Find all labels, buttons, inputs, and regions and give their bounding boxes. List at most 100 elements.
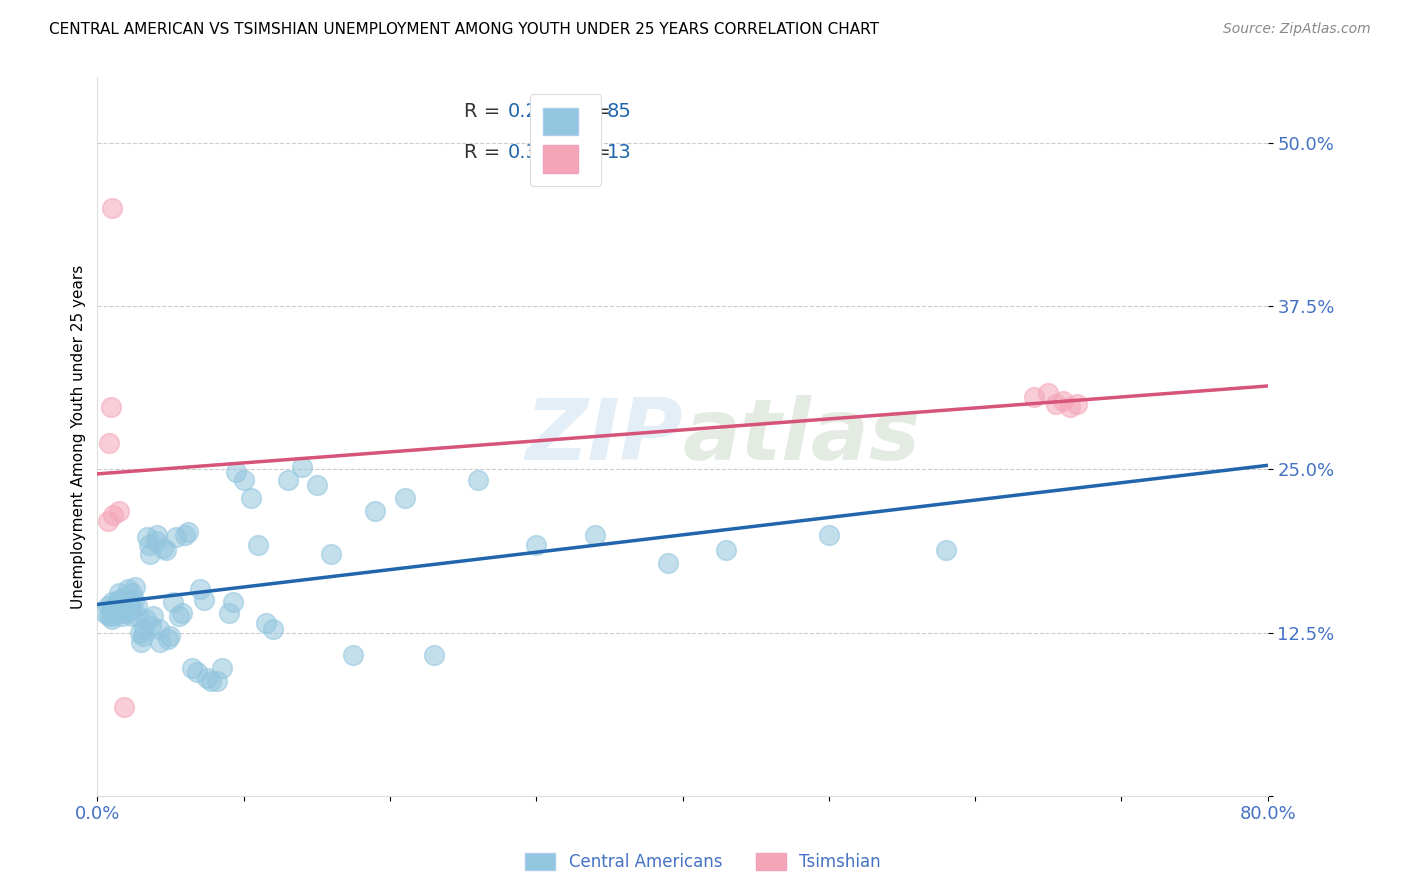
Text: 13: 13: [606, 144, 631, 162]
Point: [145, 534, 167, 549]
Point: [193, 592, 215, 607]
Y-axis label: Unemployment Among Youth under 25 years: Unemployment Among Youth under 25 years: [72, 264, 86, 608]
Point: [149, 634, 172, 648]
Point: [152, 541, 174, 555]
Text: atlas: atlas: [682, 395, 921, 478]
Point: [181, 661, 204, 675]
Point: [122, 592, 145, 607]
Point: [100, 603, 122, 617]
Point: [125, 599, 148, 614]
Point: [107, 592, 129, 607]
Point: [247, 538, 270, 552]
Point: [1066, 397, 1088, 411]
Point: [146, 527, 169, 541]
Point: [93, 606, 115, 620]
Point: [195, 671, 218, 685]
Point: [136, 530, 159, 544]
Point: [817, 527, 839, 541]
Point: [156, 632, 179, 646]
Point: [103, 608, 125, 623]
Point: [118, 603, 141, 617]
Text: N =: N =: [561, 103, 617, 121]
Point: [101, 595, 124, 609]
Point: [97, 599, 120, 614]
Point: [101, 602, 124, 616]
Point: [139, 547, 162, 561]
Point: [232, 473, 254, 487]
Point: [467, 473, 489, 487]
Point: [105, 606, 128, 620]
Point: [177, 524, 200, 539]
Point: [103, 508, 125, 522]
Text: N =: N =: [561, 144, 617, 162]
Point: [108, 586, 131, 600]
Point: [225, 465, 247, 479]
Point: [97, 515, 120, 529]
Point: [188, 582, 211, 597]
Point: [239, 491, 262, 505]
Text: R =: R =: [464, 144, 506, 162]
Point: [394, 491, 416, 505]
Point: [218, 606, 240, 620]
Point: [101, 612, 124, 626]
Point: [121, 608, 143, 623]
Point: [162, 595, 184, 609]
Point: [276, 473, 298, 487]
Point: [305, 478, 328, 492]
Point: [141, 619, 163, 633]
Point: [108, 595, 131, 609]
Point: [1059, 400, 1081, 414]
Text: 0.265: 0.265: [508, 103, 564, 121]
Legend: Central Americans, Tsimshian: Central Americans, Tsimshian: [517, 845, 889, 880]
Point: [138, 538, 160, 552]
Point: [1045, 397, 1067, 411]
Point: [583, 527, 606, 541]
Text: ZIP: ZIP: [524, 395, 682, 478]
Point: [342, 648, 364, 662]
Point: [657, 556, 679, 570]
Point: [186, 665, 208, 679]
Point: [262, 622, 284, 636]
Point: [131, 629, 153, 643]
Point: [1038, 386, 1060, 401]
Point: [114, 606, 136, 620]
Point: [211, 661, 233, 675]
Point: [118, 595, 141, 609]
Point: [200, 673, 222, 688]
Point: [159, 629, 181, 643]
Point: [148, 622, 170, 636]
Point: [1022, 391, 1045, 405]
Point: [111, 608, 134, 623]
Text: 0.310: 0.310: [508, 144, 564, 162]
Point: [112, 591, 135, 605]
Point: [120, 599, 142, 614]
Point: [142, 608, 165, 623]
Text: CENTRAL AMERICAN VS TSIMSHIAN UNEMPLOYMENT AMONG YOUTH UNDER 25 YEARS CORRELATIO: CENTRAL AMERICAN VS TSIMSHIAN UNEMPLOYME…: [49, 22, 879, 37]
Point: [101, 201, 124, 215]
Point: [108, 504, 131, 518]
Point: [112, 599, 135, 614]
Point: [115, 599, 138, 614]
Point: [254, 616, 277, 631]
Point: [172, 606, 194, 620]
Point: [169, 608, 191, 623]
Point: [129, 634, 152, 648]
Point: [321, 547, 343, 561]
Point: [222, 595, 245, 609]
Point: [207, 673, 229, 688]
Point: [124, 580, 146, 594]
Point: [716, 543, 738, 558]
Point: [364, 504, 387, 518]
Legend: , : ,: [530, 95, 602, 186]
Point: [135, 612, 157, 626]
Point: [127, 608, 149, 623]
Point: [165, 530, 187, 544]
Point: [98, 608, 121, 623]
Point: [110, 603, 132, 617]
Point: [112, 700, 135, 714]
Point: [117, 582, 139, 597]
Point: [174, 527, 197, 541]
Point: [1052, 394, 1074, 409]
Point: [104, 599, 127, 614]
Point: [935, 543, 957, 558]
